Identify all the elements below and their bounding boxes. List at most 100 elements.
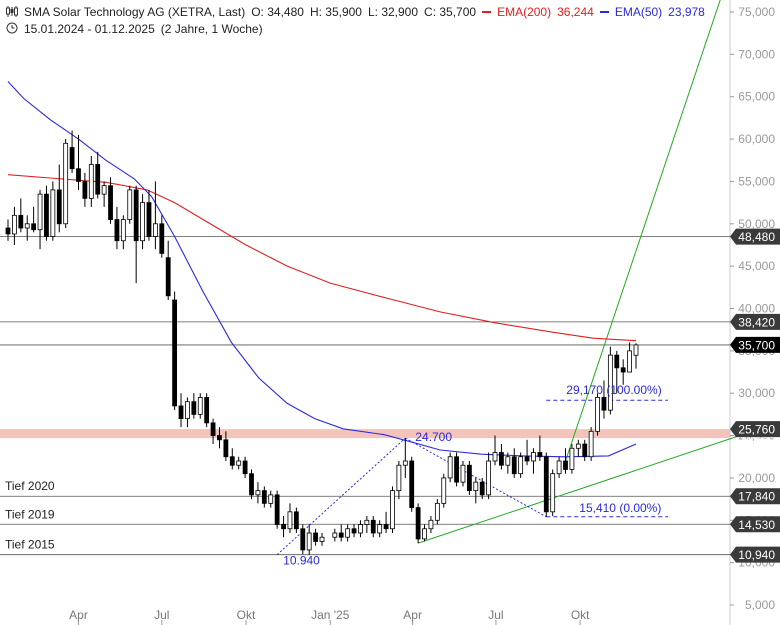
- candle-body: [210, 422, 216, 436]
- candle-body: [197, 397, 203, 415]
- candle-body: [620, 367, 626, 373]
- candle-body: [338, 532, 344, 538]
- candle: [569, 444, 575, 474]
- candle: [101, 181, 107, 207]
- candle: [44, 185, 49, 241]
- candle: [447, 452, 453, 483]
- candle: [197, 393, 203, 419]
- candle: [300, 524, 306, 555]
- y-tick-label: 60,000: [738, 132, 775, 146]
- ema200-value: 36,244: [557, 5, 594, 19]
- candle-body: [614, 354, 620, 369]
- candle-body: [396, 464, 402, 492]
- candle: [242, 456, 248, 478]
- candle-body: [204, 397, 210, 424]
- low-value: L: 32,900: [367, 5, 419, 19]
- candle-body: [287, 511, 293, 530]
- trendline-dotted: [405, 437, 547, 518]
- candle: [422, 524, 427, 542]
- candle: [531, 448, 536, 474]
- candle: [441, 473, 447, 508]
- candle: [370, 516, 376, 538]
- candle-body: [402, 460, 408, 466]
- clock-icon: [6, 22, 18, 34]
- candle-body: [383, 524, 389, 530]
- candle-body: [351, 528, 357, 534]
- candle: [114, 206, 120, 250]
- candlestick-icon: [6, 6, 18, 17]
- candle: [178, 393, 184, 428]
- candle-body: [473, 481, 479, 492]
- candle: [82, 172, 88, 207]
- candle-body: [24, 223, 30, 229]
- candle-body: [127, 189, 133, 220]
- x-tick-label: Apr: [69, 608, 88, 622]
- y-tick-label: 5,000: [745, 598, 775, 612]
- candle: [582, 439, 588, 461]
- candle: [550, 469, 556, 517]
- ema50-line: [7, 81, 637, 458]
- chart-annotation: 29,170 (100.00%): [566, 383, 661, 397]
- ema200-label: EMA(200): [497, 5, 552, 19]
- candle: [614, 350, 620, 394]
- support-zone-label-bg: [730, 421, 780, 438]
- y-tick-label: 20,000: [738, 471, 775, 485]
- x-tick-label: Jul: [154, 608, 169, 622]
- candle: [313, 528, 318, 546]
- candle-body: [505, 456, 511, 466]
- instrument-title: SMA Solar Technology AG (XETRA, Last): [24, 5, 246, 19]
- candle: [466, 460, 472, 495]
- candle-body: [133, 189, 139, 242]
- candle: [383, 511, 389, 533]
- candle: [165, 240, 171, 301]
- candle-body: [242, 460, 248, 475]
- candle-body: [159, 223, 165, 254]
- candle: [152, 181, 158, 250]
- candle: [31, 206, 37, 233]
- candle-body: [441, 477, 447, 504]
- candle: [236, 456, 242, 470]
- close-value: C: 35,700: [424, 5, 477, 19]
- candle-body: [633, 344, 639, 356]
- x-tick-label: Okt: [571, 608, 590, 622]
- candle-body: [556, 460, 562, 475]
- candle-body: [370, 519, 376, 534]
- ema200-line: [7, 174, 637, 342]
- candle: [454, 452, 459, 487]
- candle-body: [249, 473, 254, 496]
- x-tick-label: Apr: [403, 608, 422, 622]
- candle-body: [172, 299, 178, 407]
- candle: [543, 452, 549, 517]
- candle-body: [460, 464, 466, 483]
- candle: [537, 435, 543, 461]
- support-zone: [0, 429, 730, 439]
- candle: [396, 460, 402, 500]
- candle: [185, 397, 190, 428]
- candle: [428, 516, 434, 533]
- candle-body: [492, 452, 498, 462]
- candle-body: [229, 456, 235, 466]
- candle-body: [607, 354, 613, 411]
- level-note: Tief 2019: [5, 507, 55, 521]
- candle-body: [511, 456, 517, 475]
- candle: [223, 431, 229, 461]
- candle-body: [185, 401, 190, 420]
- candle-body: [454, 456, 459, 483]
- candle-body: [31, 223, 37, 231]
- candle: [146, 189, 152, 241]
- x-tick-label: Jan '25: [311, 608, 350, 622]
- candle: [524, 439, 530, 466]
- candle: [249, 469, 254, 500]
- ema200-swatch: [482, 11, 492, 13]
- candle-body: [582, 443, 588, 458]
- candle-body: [50, 189, 56, 237]
- candle-body: [101, 185, 107, 195]
- candle-body: [120, 219, 126, 242]
- candle: [434, 499, 440, 525]
- candle: [588, 427, 594, 461]
- chart-annotation: 15,410 (0.00%): [579, 501, 661, 515]
- candle-body: [300, 528, 306, 551]
- trendline-green: [565, 0, 721, 462]
- current-price-label: 35,700: [738, 338, 775, 352]
